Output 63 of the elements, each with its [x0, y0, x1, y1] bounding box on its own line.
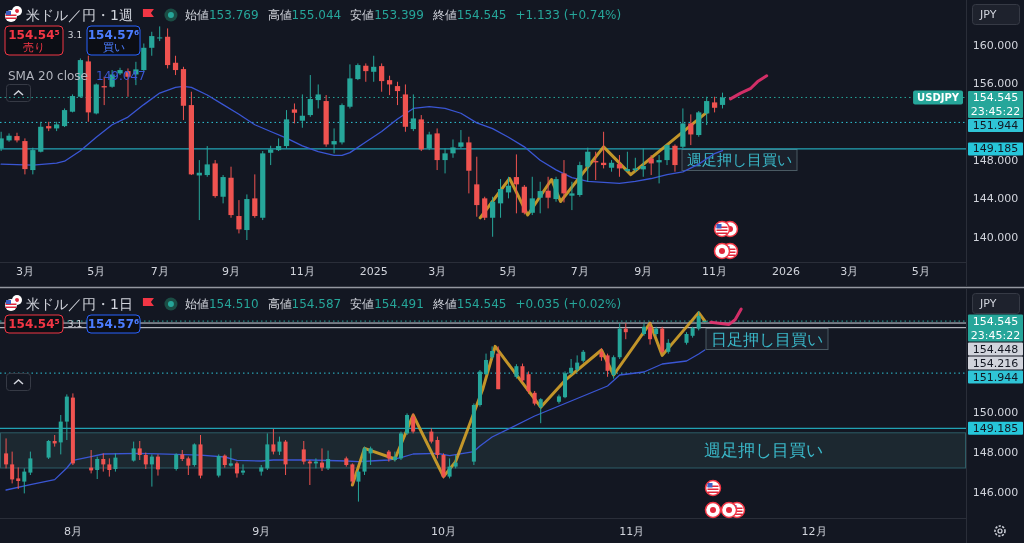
y-tick-label: 156.000: [972, 76, 1019, 90]
x-tick-label: 2026: [771, 264, 800, 278]
text: JPY: [979, 8, 997, 21]
x-tick-label: 5月: [911, 264, 930, 278]
ref-line-label: 154.216: [972, 356, 1019, 370]
ref-line-label: 151.944: [972, 370, 1019, 384]
x-tick-label: 9月: [222, 264, 241, 278]
y-tick-label: 140.000: [972, 230, 1019, 244]
ref-line-label: 149.185: [972, 142, 1019, 156]
annotation: 3.1: [67, 30, 83, 40]
ref-line-label: 154.448: [972, 342, 1019, 356]
text: 米ドル／円・1日: [26, 296, 133, 312]
text: JPY: [979, 297, 997, 310]
x-tick-label: 2025: [359, 264, 388, 278]
annotation: 154.57⁶: [87, 317, 140, 331]
annotation: 買い: [102, 40, 125, 54]
x-tick-label: 7月: [570, 264, 589, 278]
annotation: 終値154.545: [431, 8, 507, 22]
y-tick-label: 148.000: [972, 153, 1019, 167]
y-tick-label: 148.000: [972, 445, 1019, 459]
x-tick-label: 12月: [801, 524, 827, 538]
annotation: 週足押し目買い: [687, 151, 792, 169]
countdown-label: 23:45:22: [970, 328, 1021, 342]
annotation: 高値155.044: [267, 8, 342, 22]
annotation: 154.54⁵: [8, 317, 60, 331]
x-tick-label: 11月: [702, 264, 728, 278]
annotation: 154.57⁶: [87, 28, 140, 42]
annotation: 154.54⁵: [8, 28, 60, 42]
countdown-label: 23:45:22: [970, 104, 1021, 118]
x-tick-label: 9月: [634, 264, 653, 278]
annotation: 売り: [23, 40, 45, 54]
annotation: 始値154.510: [184, 297, 259, 311]
x-tick-label: 3月: [15, 264, 34, 278]
annotation: 始値153.769: [184, 8, 259, 22]
y-tick-label: 150.000: [972, 405, 1019, 419]
annotation: USDJPY: [917, 91, 960, 103]
x-tick-label: 3月: [428, 264, 447, 278]
x-tick-label: 9月: [252, 524, 271, 538]
ref-line-label: 151.944: [972, 118, 1019, 132]
annotation: +1.133 (+0.74%): [515, 8, 622, 22]
ref-line-label: 154.545: [972, 314, 1019, 328]
x-tick-label: 7月: [150, 264, 169, 278]
annotation: 日足押し目買い: [711, 329, 823, 349]
x-tick-label: 10月: [431, 524, 457, 538]
band-label: 週足押し目買い: [703, 440, 823, 461]
x-tick-label: 5月: [499, 264, 518, 278]
y-tick-label: 144.000: [972, 192, 1019, 206]
annotation: 安値154.491: [350, 297, 424, 311]
y-tick-label: 160.000: [972, 38, 1019, 52]
text: 米ドル／円・1週: [26, 7, 133, 23]
y-tick-label: 146.000: [972, 485, 1019, 499]
ref-line-label: 149.185: [972, 421, 1019, 435]
x-tick-label: 5月: [87, 264, 106, 278]
annotation: 終値154.545: [431, 297, 507, 311]
x-tick-label: 11月: [619, 524, 645, 538]
annotation: 高値154.587: [267, 297, 342, 311]
x-tick-label: 11月: [289, 264, 315, 278]
annotation: 3.1: [67, 319, 83, 329]
annotation: 安値153.399: [350, 8, 424, 22]
x-tick-label: 3月: [840, 264, 859, 278]
x-tick-label: 8月: [63, 524, 82, 538]
annotation: +0.035 (+0.02%): [515, 297, 622, 311]
ref-line-label: 154.545: [972, 90, 1019, 104]
